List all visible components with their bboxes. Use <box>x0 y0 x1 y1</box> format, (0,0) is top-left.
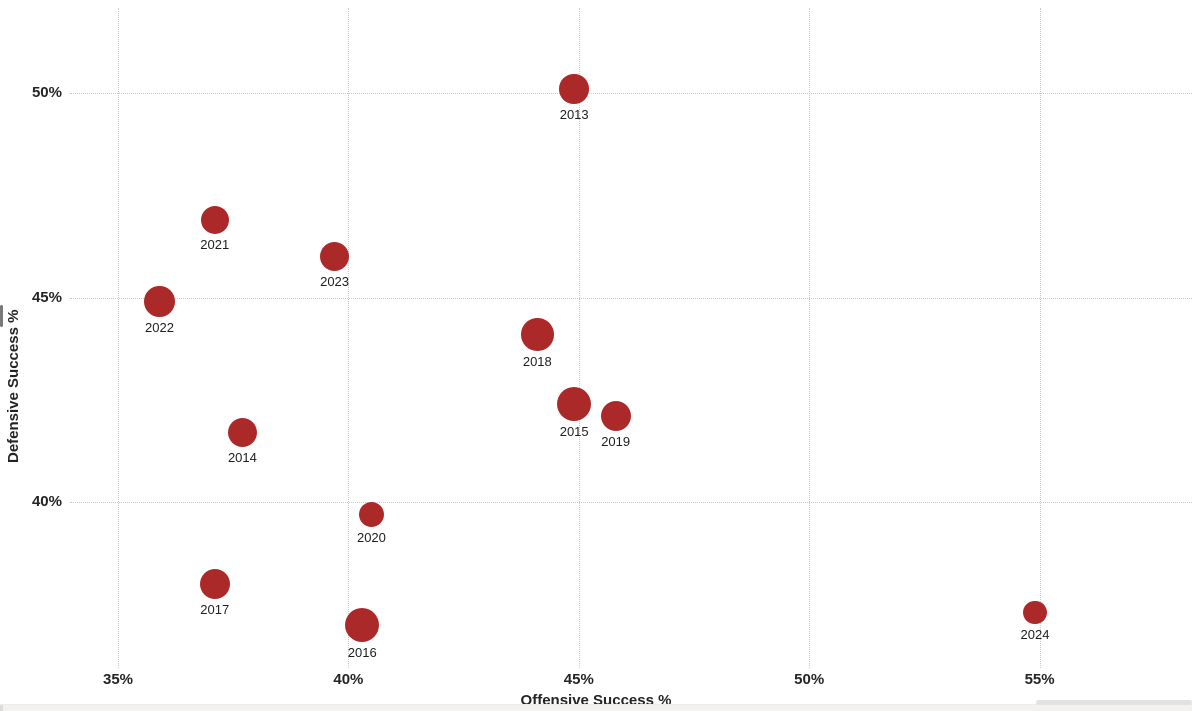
data-point-label-2024: 2024 <box>1020 627 1050 643</box>
y-gridline-40% <box>70 502 1192 503</box>
x-tick-label-55%: 55% <box>1024 671 1055 688</box>
data-point-label-2023: 2023 <box>320 274 350 290</box>
data-point-2015[interactable] <box>557 386 592 421</box>
x-gridline-40% <box>348 8 350 668</box>
y-tick-label-45%: 45% <box>31 288 62 306</box>
x-gridline-35% <box>118 8 119 668</box>
scrollbar-corner <box>0 705 3 711</box>
data-point-2017[interactable] <box>199 568 230 599</box>
y-tick-label-50%: 50% <box>31 84 62 101</box>
x-gridline-50% <box>809 8 811 668</box>
y-gridline-50% <box>70 93 1192 94</box>
data-point-2020[interactable] <box>358 501 384 527</box>
data-point-label-2020: 2020 <box>356 529 386 545</box>
data-point-2016[interactable] <box>345 607 380 642</box>
x-gridline-55% <box>1039 8 1041 668</box>
data-point-2014[interactable] <box>227 417 257 447</box>
x-tick-label-50%: 50% <box>794 671 825 688</box>
horizontal-scrollbar-track[interactable] <box>0 700 1192 711</box>
x-tick-label-45%: 45% <box>563 671 594 688</box>
data-point-2021[interactable] <box>200 205 229 234</box>
data-point-2019[interactable] <box>600 401 631 432</box>
vertical-scrollbar-thumb[interactable] <box>0 305 3 327</box>
x-tick-label-40%: 40% <box>333 671 364 688</box>
horizontal-scrollbar-thumb[interactable] <box>1036 700 1192 705</box>
data-point-label-2013: 2013 <box>559 106 589 122</box>
data-point-2013[interactable] <box>559 74 589 104</box>
data-point-label-2019: 2019 <box>601 434 631 450</box>
y-tick-label-40%: 40% <box>31 493 62 510</box>
data-point-label-2016: 2016 <box>347 644 377 660</box>
data-point-label-2015: 2015 <box>559 423 589 439</box>
data-point-label-2018: 2018 <box>522 353 552 369</box>
data-point-2024[interactable] <box>1023 600 1047 625</box>
y-axis-title: Defensive Success % <box>5 309 22 463</box>
y-gridline-45% <box>70 297 1192 299</box>
x-gridline-45% <box>578 8 580 668</box>
x-tick-label-35%: 35% <box>102 671 134 688</box>
data-point-label-2014: 2014 <box>227 449 257 465</box>
data-point-label-2021: 2021 <box>200 236 230 252</box>
data-point-2022[interactable] <box>144 286 175 317</box>
data-point-2023[interactable] <box>320 242 350 272</box>
data-point-label-2022: 2022 <box>145 319 174 335</box>
data-point-label-2017: 2017 <box>200 601 230 617</box>
data-point-2018[interactable] <box>521 318 554 351</box>
